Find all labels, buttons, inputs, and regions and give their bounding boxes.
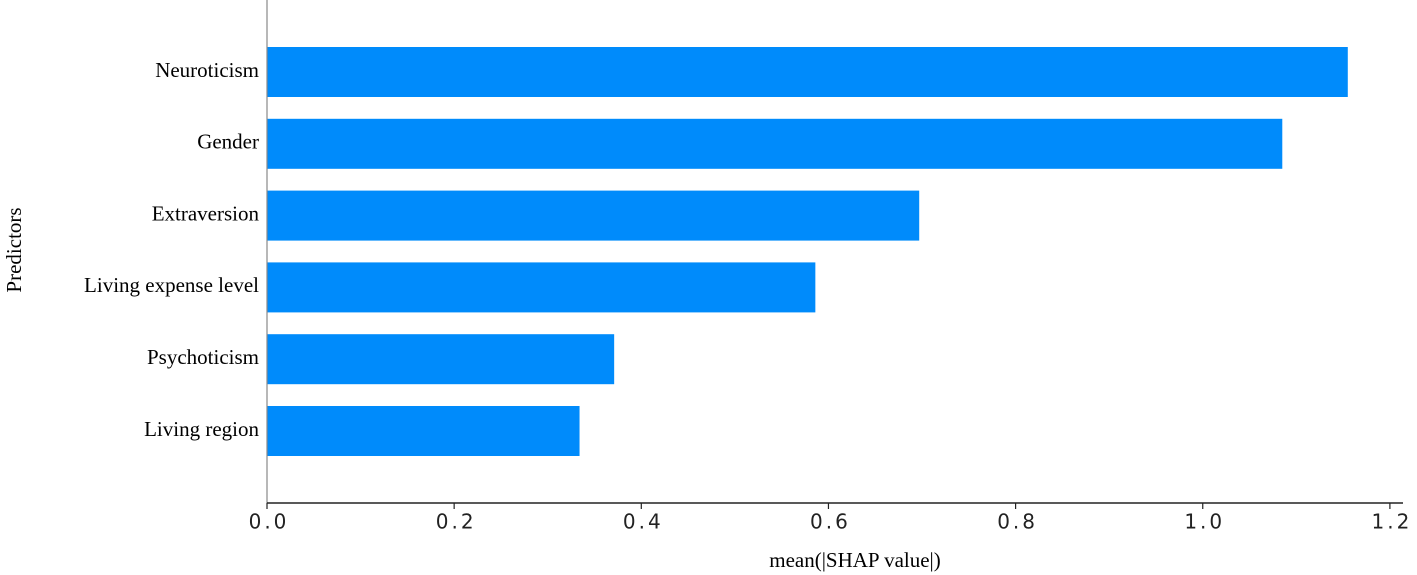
x-tick-label: 0.0 [249,510,290,534]
y-tick-label: Extraversion [152,201,260,225]
bar [267,334,615,385]
x-tick-label: 1.0 [1184,510,1225,534]
x-tick-label: 1.2 [1371,510,1412,534]
x-tick-label: 0.8 [997,510,1038,534]
bar [267,118,1283,169]
bar [267,47,1348,97]
x-tick-label: 0.6 [810,510,851,534]
y-tick-label: Gender [197,130,259,154]
bar [267,262,816,313]
y-tick-label: Living region [144,417,259,441]
x-axis-label: mean(|SHAP value|) [769,548,941,572]
x-tick-label: 0.2 [436,510,477,534]
bar [267,406,580,456]
bar [267,190,920,241]
x-tick-label: 0.4 [623,510,664,534]
y-tick-label: Psychoticism [147,345,259,369]
y-tick-label: Living expense level [84,273,259,297]
y-tick-label: Neuroticism [155,58,259,82]
y-axis-label: Predictors [2,207,26,292]
